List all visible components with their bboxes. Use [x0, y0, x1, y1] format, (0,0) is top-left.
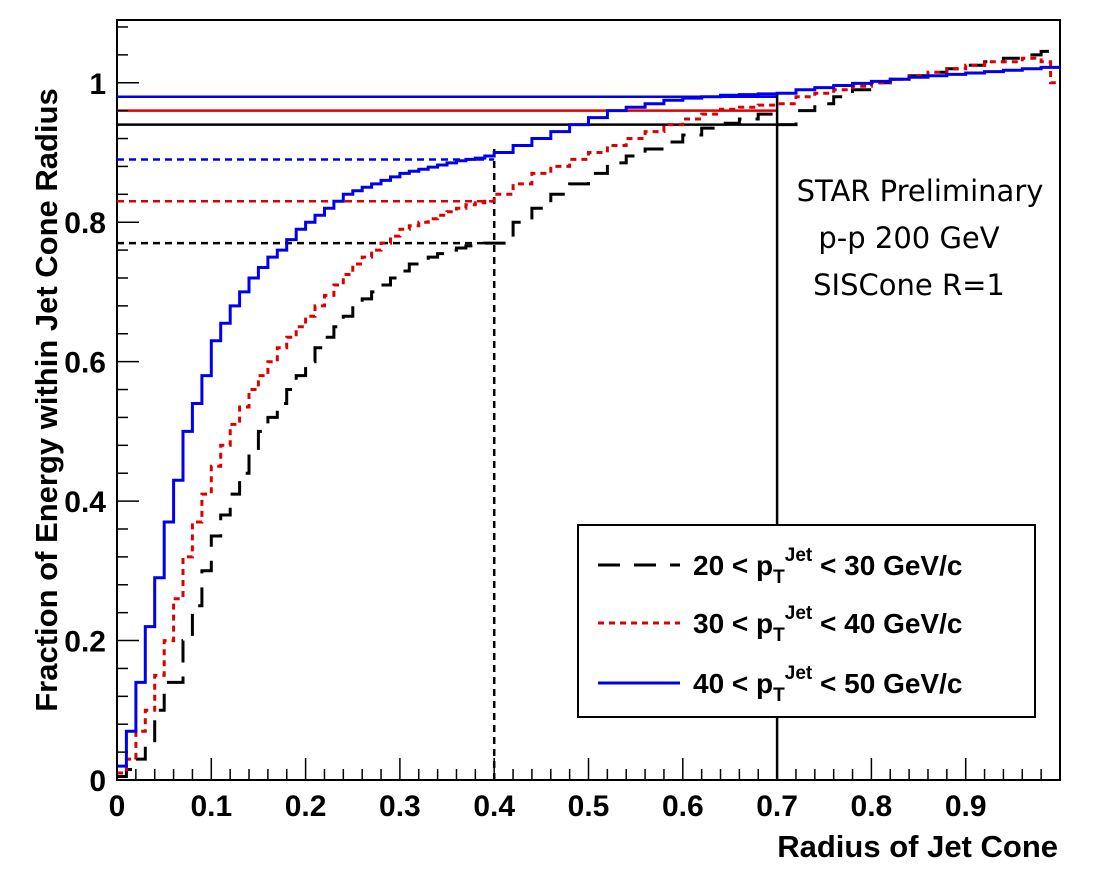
legend-label: 20 < pTJet < 30 GeV/c — [693, 545, 962, 588]
y-axis-ticks: 0 0.2 0.4 0.6 0.8 1 — [64, 26, 139, 798]
annotation-block: STAR Preliminary p-p 200 GeV SISCone R=1 — [797, 174, 1044, 302]
x-tick-label: 0.6 — [662, 790, 704, 823]
y-tick-label: 0.2 — [64, 626, 106, 659]
x-axis-title: Radius of Jet Cone — [777, 829, 1058, 864]
y-axis-title: Fraction of Energy within Jet Cone Radiu… — [29, 88, 64, 712]
annotation-line-2: p-p 200 GeV — [818, 221, 999, 255]
legend-entry: 30 < pTJet < 40 GeV/c — [598, 603, 962, 646]
y-tick-label: 0.6 — [64, 347, 106, 380]
x-tick-label: 0.8 — [851, 790, 893, 823]
legend-entry: 40 < pTJet < 50 GeV/c — [598, 663, 962, 706]
y-tick-label: 0.8 — [64, 207, 106, 240]
x-tick-label: 0.5 — [568, 790, 610, 823]
x-axis-ticks: 0 0.1 0.2 0.3 0.4 0.5 0.6 0.7 0.8 0.9 — [109, 758, 1042, 823]
reference-lines — [117, 93, 779, 780]
x-tick-label: 0.9 — [945, 790, 987, 823]
x-tick-label: 0.1 — [190, 790, 232, 823]
y-tick-label: 0 — [89, 765, 106, 798]
x-tick-label: 0.2 — [285, 790, 327, 823]
legend-label: 30 < pTJet < 40 GeV/c — [693, 603, 962, 646]
series-line — [117, 56, 1060, 775]
y-tick-label: 1 — [89, 68, 106, 101]
series-line — [117, 65, 1060, 768]
legend-box — [577, 524, 1036, 718]
y-tick-label: 0.4 — [64, 486, 106, 519]
legend: 20 < pTJet < 30 GeV/c 30 < pTJet < 40 Ge… — [577, 524, 1036, 718]
x-tick-label: 0.7 — [756, 790, 798, 823]
series-layer — [117, 49, 1060, 778]
x-tick-label: 0.3 — [379, 790, 421, 823]
x-tick-label: 0.4 — [473, 790, 515, 823]
x-tick-label: 0 — [109, 790, 126, 823]
annotation-line-3: SISCone R=1 — [813, 268, 1005, 302]
annotation-line-1: STAR Preliminary — [797, 174, 1044, 208]
legend-label: 40 < pTJet < 50 GeV/c — [693, 663, 962, 706]
legend-entry: 20 < pTJet < 30 GeV/c — [598, 545, 962, 588]
